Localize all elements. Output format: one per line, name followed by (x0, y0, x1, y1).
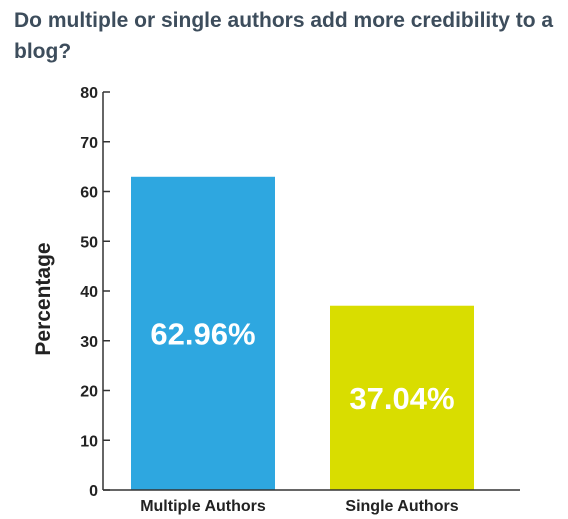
y-tick-label: 0 (89, 483, 98, 500)
x-category-label: Single Authors (345, 498, 458, 515)
y-tick-label: 40 (80, 284, 98, 301)
bar-multiple-authors (131, 176, 275, 491)
data-labels: 62.96% 37.04% (150, 316, 454, 415)
bars (131, 176, 474, 491)
y-axis-ticks: 0 10 20 30 40 50 60 70 80 (80, 85, 110, 500)
y-tick-label: 80 (80, 85, 98, 102)
y-tick-label: 10 (80, 433, 98, 450)
y-tick-label: 70 (80, 135, 98, 152)
x-axis-labels: Multiple Authors Single Authors (140, 498, 459, 515)
y-axis-title: Percentage (32, 242, 55, 355)
bar-value-label: 37.04% (349, 381, 454, 416)
y-tick-label: 50 (80, 234, 98, 251)
x-category-label: Multiple Authors (140, 498, 266, 515)
chart-title: Do multiple or single authors add more c… (14, 9, 554, 63)
y-tick-label: 20 (80, 384, 98, 401)
y-tick-label: 60 (80, 185, 98, 202)
bar-value-label: 62.96% (150, 316, 255, 351)
y-tick-label: 30 (80, 334, 98, 351)
bar-single-authors (330, 305, 474, 490)
